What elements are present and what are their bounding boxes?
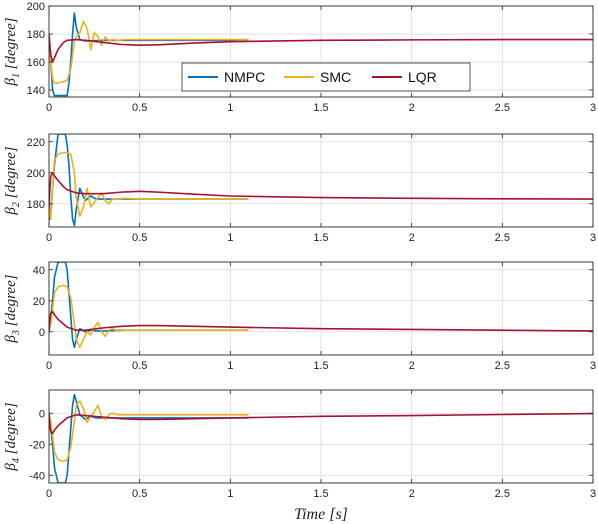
- y-tick-label: -20: [29, 439, 45, 451]
- series-smc-line: [49, 400, 249, 463]
- x-tick-label: 2: [409, 488, 415, 500]
- x-tick-label: 3: [590, 232, 596, 244]
- x-tick-label: 0: [46, 102, 52, 114]
- y-tick-label: 140: [27, 85, 45, 97]
- y-axis-label: β4 [degree]: [3, 402, 22, 471]
- x-tick-label: 2: [409, 102, 415, 114]
- x-tick-label: 2.5: [495, 488, 510, 500]
- x-tick-label: 2: [409, 360, 415, 372]
- y-axis-label-var: β: [3, 463, 19, 472]
- y-tick-label: 20: [33, 296, 45, 308]
- y-tick-label: 220: [27, 137, 45, 149]
- legend-label-nmpc: NMPC: [224, 69, 265, 85]
- y-axis-label-unit: [degree]: [3, 146, 19, 202]
- y-axis-label: β2 [degree]: [3, 146, 22, 215]
- series-group: [49, 134, 593, 227]
- x-tick-label: 2.5: [495, 232, 510, 244]
- y-tick-label: 200: [27, 168, 45, 180]
- x-tick-label: 1: [227, 360, 233, 372]
- series-lqr-line: [49, 171, 593, 207]
- x-tick-label: 1.5: [313, 232, 328, 244]
- x-tick-label: 0.5: [132, 102, 147, 114]
- legend: NMPC SMC LQR: [181, 62, 471, 92]
- y-axis-label-var: β: [3, 207, 19, 216]
- x-tick-label: 0: [46, 232, 52, 244]
- series-lqr-line: [49, 33, 593, 63]
- y-tick-label: 160: [27, 57, 45, 69]
- series-group: [49, 393, 593, 483]
- x-tick-label: 3: [590, 360, 596, 372]
- y-tick-label: 0: [39, 408, 45, 420]
- series-lqr-line: [49, 412, 593, 435]
- x-tick-label: 0: [46, 488, 52, 500]
- y-axis-label-sub: 3: [11, 330, 22, 336]
- y-axis-label-unit: [degree]: [3, 402, 19, 458]
- x-tick-label: 0.5: [132, 232, 147, 244]
- y-tick-label: 180: [27, 29, 45, 41]
- x-tick-label: 1.5: [313, 488, 328, 500]
- x-axis-label: Time [s]: [294, 506, 348, 523]
- y-tick-label: 200: [27, 1, 45, 13]
- legend-box: [181, 62, 471, 92]
- series-group: [49, 12, 593, 97]
- x-tick-label: 1: [227, 488, 233, 500]
- series-lqr-line: [49, 310, 593, 332]
- legend-label-smc: SMC: [320, 69, 351, 85]
- x-tick-label: 2.5: [495, 102, 510, 114]
- series-smc-line: [49, 151, 249, 221]
- series-group: [49, 262, 593, 349]
- panel-4: 0 0.5 1 1.5 2 2.5 3 -40 -20 0 β4 [degree]: [3, 389, 596, 500]
- y-tick-label: 0: [39, 327, 45, 339]
- x-tick-label: 3: [590, 488, 596, 500]
- x-tick-label: 3: [590, 102, 596, 114]
- y-tick-label: 40: [33, 265, 45, 277]
- series-smc-line: [49, 284, 249, 349]
- y-axis-label: β3 [degree]: [3, 274, 22, 343]
- y-axis-label-unit: [degree]: [3, 17, 19, 73]
- y-axis-label-var: β: [3, 335, 19, 344]
- x-tick-label: 2: [409, 232, 415, 244]
- x-tick-label: 0.5: [132, 360, 147, 372]
- y-axis-label-sub: 1: [11, 73, 22, 78]
- x-tick-label: 1: [227, 102, 233, 114]
- y-axis-label-var: β: [3, 78, 19, 87]
- x-tick-label: 1.5: [313, 360, 328, 372]
- x-tick-label: 0: [46, 360, 52, 372]
- y-axis-label-unit: [degree]: [3, 274, 19, 330]
- x-tick-label: 1.5: [313, 102, 328, 114]
- legend-label-lqr: LQR: [408, 69, 437, 85]
- x-tick-label: 0.5: [132, 488, 147, 500]
- y-tick-label: -40: [29, 470, 45, 482]
- y-axis-label-sub: 4: [11, 458, 22, 463]
- series-nmpc-line: [49, 12, 249, 97]
- y-tick-label: 180: [27, 199, 45, 211]
- y-axis-label: β1 [degree]: [3, 17, 22, 86]
- x-tick-label: 1: [227, 232, 233, 244]
- series-smc-line: [49, 20, 249, 84]
- y-axis-label-sub: 2: [11, 202, 22, 207]
- x-tick-label: 2.5: [495, 360, 510, 372]
